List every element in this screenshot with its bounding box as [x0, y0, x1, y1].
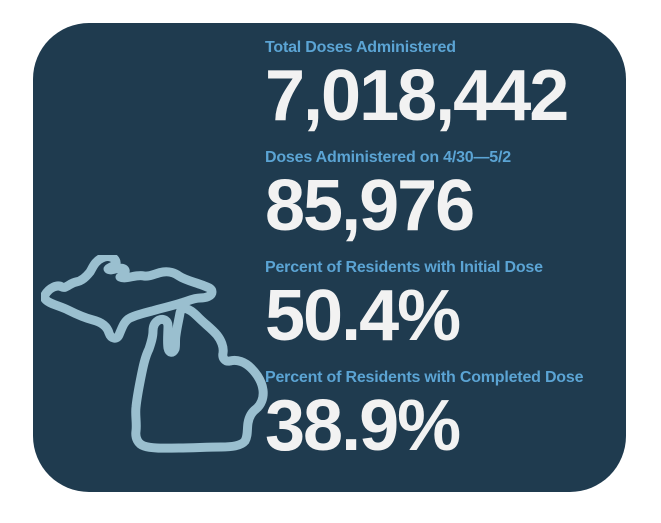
stat-label: Percent of Residents with Completed Dose	[265, 369, 584, 386]
stat-doses-recent: Doses Administered on 4/30—5/2 85,976	[265, 148, 618, 242]
stat-value: 50.4%	[265, 276, 461, 356]
stat-value: 38.9%	[265, 386, 461, 466]
stat-total-doses: Total Doses Administered 7,018,442	[265, 38, 618, 132]
stat-label: Doses Administered on 4/30—5/2	[265, 149, 511, 166]
stat-value: 85,976	[265, 166, 475, 246]
stat-value: 7,018,442	[265, 56, 569, 136]
michigan-outline-icon	[41, 255, 268, 453]
michigan-lower-peninsula-outline	[131, 303, 268, 453]
stat-completed-dose-percent: Percent of Residents with Completed Dose…	[265, 368, 618, 462]
stats-column: Total Doses Administered 7,018,442 Doses…	[265, 38, 618, 478]
michigan-upper-peninsula-outline	[41, 255, 217, 343]
stat-initial-dose-percent: Percent of Residents with Initial Dose 5…	[265, 258, 618, 352]
stat-label: Total Doses Administered	[265, 39, 456, 56]
vaccine-stats-card: Total Doses Administered 7,018,442 Doses…	[33, 23, 626, 492]
stat-label: Percent of Residents with Initial Dose	[265, 259, 543, 276]
